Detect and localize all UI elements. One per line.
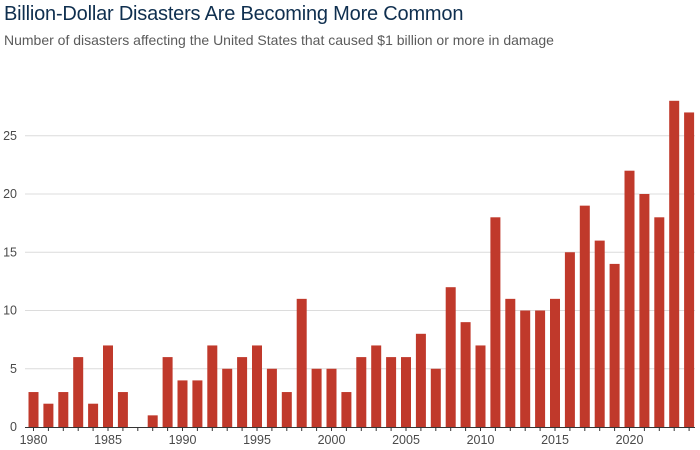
bar-1998	[296, 298, 307, 427]
bar-2013	[520, 310, 531, 427]
bar-1995	[252, 345, 262, 427]
bar-2000	[326, 368, 337, 427]
bar-2014	[535, 310, 546, 427]
x-tick-label: 2015	[541, 433, 569, 447]
bar-2010	[475, 345, 486, 427]
bar-2002	[356, 357, 367, 427]
bar-1994	[237, 357, 248, 427]
x-tick-label: 2005	[392, 433, 420, 447]
bar-2005	[401, 357, 411, 427]
x-tick-label: 2000	[318, 433, 346, 447]
bar-1980	[28, 392, 39, 427]
bar-1988	[147, 415, 158, 427]
y-tick-label: 15	[3, 245, 17, 259]
bar-2023	[669, 100, 680, 428]
chart-subtitle: Number of disasters affecting the United…	[4, 32, 554, 48]
bar-2009	[460, 322, 471, 427]
bar-2011	[490, 217, 501, 427]
bar-1986	[117, 392, 128, 427]
chart-title: Billion-Dollar Disasters Are Becoming Mo…	[4, 3, 464, 25]
y-tick-label: 0	[10, 420, 17, 434]
bar-2006	[415, 333, 426, 427]
bar-2003	[371, 345, 382, 427]
axes: 0 5 10 15 20 25 1980 1985 1990 1995 2000 2005 2010 20…	[3, 129, 695, 447]
x-tick-label: 1980	[20, 433, 48, 447]
bar-1990	[177, 380, 188, 427]
bar-1989	[162, 357, 173, 427]
x-tick-label: 2020	[616, 433, 644, 447]
x-tick-label: 1995	[243, 433, 271, 447]
bar-1983	[73, 357, 84, 427]
bar-2022	[654, 217, 665, 427]
bar-2015	[550, 298, 560, 427]
bar-2001	[341, 392, 352, 427]
bars	[28, 100, 695, 428]
bar-1981	[43, 403, 54, 427]
bar-2007	[430, 368, 441, 427]
gridlines	[25, 135, 695, 370]
bar-2008	[445, 287, 456, 427]
x-tick-label: 1985	[94, 433, 122, 447]
bar-2021	[639, 194, 650, 427]
bar-1999	[311, 368, 322, 427]
bar-1991	[192, 380, 203, 427]
bar-1982	[58, 392, 69, 427]
bar-2012	[505, 298, 516, 427]
y-tick-label: 25	[3, 129, 17, 143]
bar-1984	[88, 403, 99, 427]
bar-2017	[579, 205, 590, 427]
x-tick-label: 1990	[169, 433, 197, 447]
bar-1985	[103, 345, 113, 427]
bar-1996	[266, 368, 277, 427]
x-tick-label: 2010	[467, 433, 495, 447]
y-tick-label: 5	[10, 362, 17, 376]
y-tick-label: 10	[3, 304, 17, 318]
bar-2004	[386, 357, 397, 427]
bar-2016	[564, 252, 575, 427]
bar-1992	[207, 345, 218, 427]
bar-1993	[222, 368, 233, 427]
y-tick-label: 20	[3, 187, 17, 201]
bar-1997	[281, 392, 292, 427]
bar-2020	[624, 170, 635, 427]
bar-2024	[684, 112, 695, 427]
bar-2019	[609, 263, 620, 427]
bar-2018	[594, 240, 605, 427]
